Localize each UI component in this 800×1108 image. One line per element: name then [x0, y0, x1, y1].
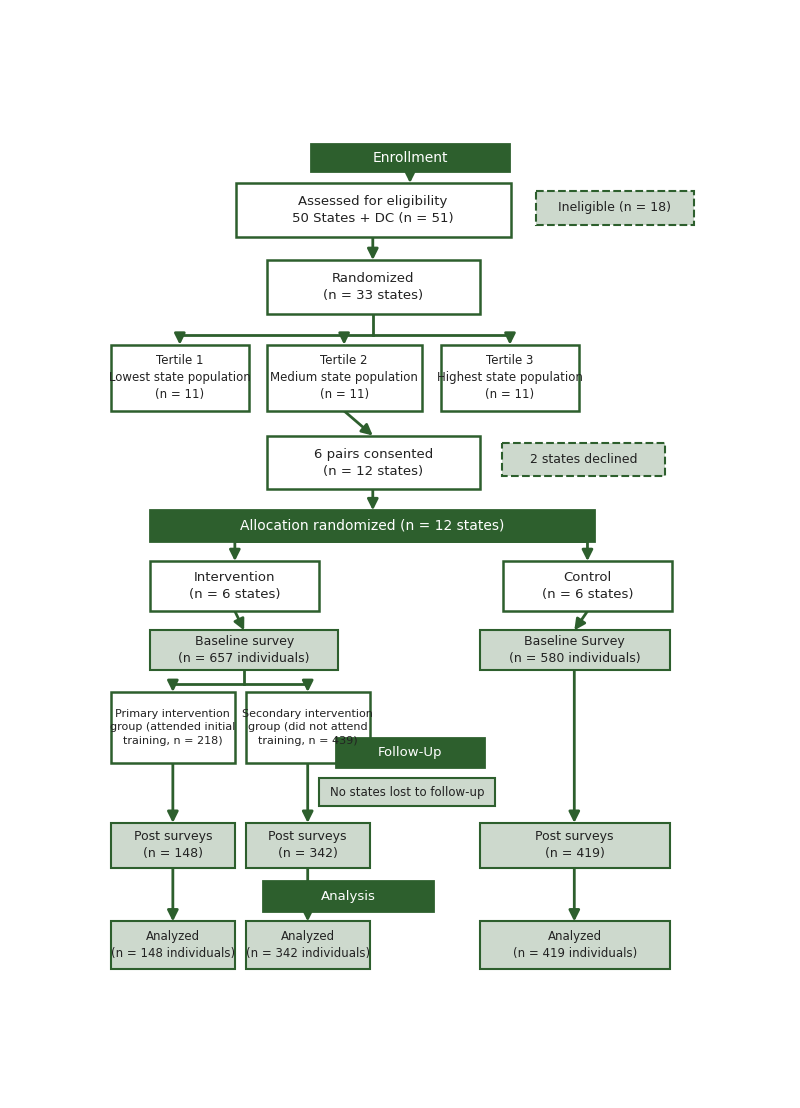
FancyBboxPatch shape — [502, 442, 665, 476]
Text: Intervention
(n = 6 states): Intervention (n = 6 states) — [189, 571, 281, 602]
Text: Tertile 1
Lowest state population
(n = 11): Tertile 1 Lowest state population (n = 1… — [109, 355, 250, 401]
Text: 2 states declined: 2 states declined — [530, 453, 638, 466]
Text: Randomized
(n = 33 states): Randomized (n = 33 states) — [323, 271, 423, 302]
FancyBboxPatch shape — [310, 144, 509, 172]
FancyBboxPatch shape — [480, 922, 670, 970]
Text: Post surveys
(n = 148): Post surveys (n = 148) — [134, 830, 212, 860]
Text: Secondary intervention
group (did not attend
training, n = 439): Secondary intervention group (did not at… — [242, 709, 373, 746]
FancyBboxPatch shape — [236, 183, 510, 237]
FancyBboxPatch shape — [266, 435, 480, 490]
FancyBboxPatch shape — [266, 260, 480, 314]
FancyBboxPatch shape — [111, 692, 235, 762]
Text: Post surveys
(n = 419): Post surveys (n = 419) — [535, 830, 614, 860]
Text: Post surveys
(n = 342): Post surveys (n = 342) — [269, 830, 347, 860]
FancyBboxPatch shape — [111, 922, 235, 970]
Text: Assessed for eligibility
50 States + DC (n = 51): Assessed for eligibility 50 States + DC … — [292, 195, 454, 225]
Text: Analysis: Analysis — [321, 890, 375, 903]
Text: Analyzed
(n = 148 individuals): Analyzed (n = 148 individuals) — [110, 931, 235, 961]
Text: Tertile 3
Highest state population
(n = 11): Tertile 3 Highest state population (n = … — [437, 355, 583, 401]
FancyBboxPatch shape — [246, 823, 370, 868]
FancyBboxPatch shape — [246, 692, 370, 762]
FancyBboxPatch shape — [535, 191, 694, 225]
FancyBboxPatch shape — [150, 561, 319, 612]
Text: Tertile 2
Medium state population
(n = 11): Tertile 2 Medium state population (n = 1… — [270, 355, 418, 401]
Text: No states lost to follow-up: No states lost to follow-up — [330, 786, 484, 799]
Text: Ineligible (n = 18): Ineligible (n = 18) — [558, 202, 671, 214]
FancyBboxPatch shape — [111, 823, 235, 868]
FancyBboxPatch shape — [480, 630, 670, 670]
FancyBboxPatch shape — [503, 561, 672, 612]
Text: Baseline Survey
(n = 580 individuals): Baseline Survey (n = 580 individuals) — [509, 635, 641, 666]
FancyBboxPatch shape — [246, 922, 370, 970]
Text: Enrollment: Enrollment — [372, 151, 448, 165]
Text: Follow-Up: Follow-Up — [378, 747, 442, 759]
Text: Primary intervention
group (attended initial
training, n = 218): Primary intervention group (attended ini… — [110, 709, 235, 746]
Text: Allocation randomized (n = 12 states): Allocation randomized (n = 12 states) — [240, 519, 505, 533]
Text: Analyzed
(n = 342 individuals): Analyzed (n = 342 individuals) — [246, 931, 370, 961]
FancyBboxPatch shape — [111, 345, 249, 411]
FancyBboxPatch shape — [441, 345, 579, 411]
Text: Analyzed
(n = 419 individuals): Analyzed (n = 419 individuals) — [513, 931, 637, 961]
Text: Control
(n = 6 states): Control (n = 6 states) — [542, 571, 634, 602]
FancyBboxPatch shape — [262, 881, 434, 911]
Text: Baseline survey
(n = 657 individuals): Baseline survey (n = 657 individuals) — [178, 635, 310, 666]
Text: 6 pairs consented
(n = 12 states): 6 pairs consented (n = 12 states) — [314, 448, 433, 478]
FancyBboxPatch shape — [480, 823, 670, 868]
FancyBboxPatch shape — [150, 630, 338, 670]
FancyBboxPatch shape — [266, 345, 422, 411]
FancyBboxPatch shape — [336, 738, 485, 768]
FancyBboxPatch shape — [150, 511, 594, 541]
FancyBboxPatch shape — [318, 778, 495, 806]
